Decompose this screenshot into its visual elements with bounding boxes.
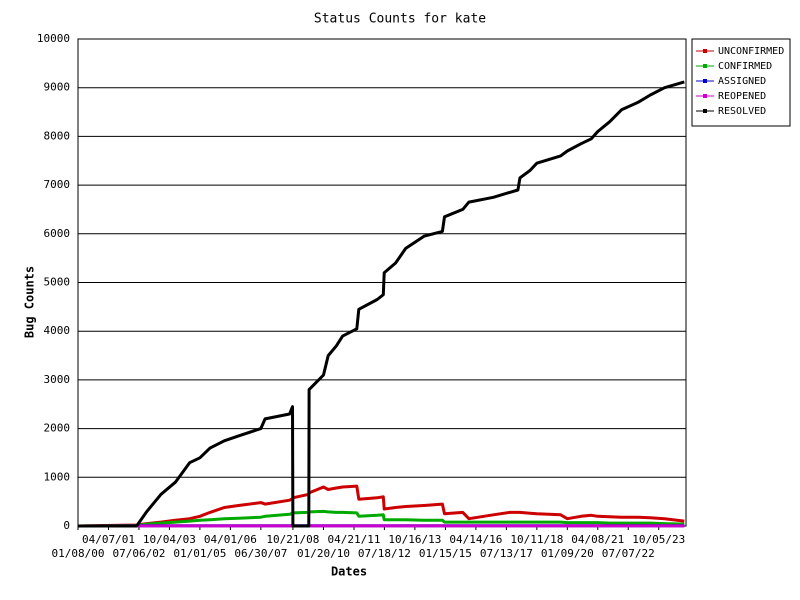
- x-tick-label: 01/20/10: [297, 547, 350, 560]
- y-tick-label: 5000: [44, 276, 71, 289]
- legend-label: RESOLVED: [718, 106, 766, 117]
- legend-marker: [703, 79, 707, 83]
- y-tick-label: 1000: [44, 470, 71, 483]
- x-tick-label: 01/09/20: [541, 547, 594, 560]
- legend-label: REOPENED: [718, 91, 766, 102]
- x-tick-label: 10/05/23: [632, 533, 685, 546]
- x-tick-label: 07/18/12: [358, 547, 411, 560]
- y-tick-label: 3000: [44, 373, 71, 386]
- x-axis-title: Dates: [331, 565, 367, 579]
- y-tick-label: 4000: [44, 324, 71, 337]
- x-tick-label: 06/30/07: [234, 547, 287, 560]
- legend-label: UNCONFIRMED: [718, 46, 784, 57]
- legend-marker: [703, 49, 707, 53]
- x-tick-label: 10/21/08: [266, 533, 319, 546]
- x-tick-label: 10/16/13: [388, 533, 441, 546]
- x-tick-label: 07/13/17: [480, 547, 533, 560]
- legend-label: CONFIRMED: [718, 61, 772, 72]
- x-tick-label: 10/04/03: [143, 533, 196, 546]
- series-line: [77, 509, 685, 528]
- x-tick-label: 04/21/11: [328, 533, 381, 546]
- x-tick-label: 04/14/16: [449, 533, 502, 546]
- legend-label: ASSIGNED: [718, 76, 766, 87]
- x-tick-label: 07/07/22: [602, 547, 655, 560]
- y-tick-label: 10000: [37, 32, 70, 45]
- legend-marker: [703, 109, 707, 113]
- legend-marker: [703, 64, 707, 68]
- legend-box: [691, 38, 791, 127]
- x-tick-label: 04/01/06: [204, 533, 257, 546]
- y-tick-label: 2000: [44, 422, 71, 435]
- y-tick-label: 0: [63, 519, 70, 532]
- x-tick-label: 01/08/00: [52, 547, 105, 560]
- x-tick-label: 04/08/21: [571, 533, 624, 546]
- y-tick-label: 7000: [44, 178, 71, 191]
- y-tick-label: 9000: [44, 81, 71, 94]
- legend-marker: [703, 94, 707, 98]
- series-line: [77, 484, 685, 528]
- x-tick-label: 04/07/01: [82, 533, 135, 546]
- x-tick-label: 01/15/15: [419, 547, 472, 560]
- y-tick-label: 6000: [44, 227, 71, 240]
- y-axis-title: Bug Counts: [23, 266, 37, 338]
- x-tick-label: 01/01/05: [173, 547, 226, 560]
- x-tick-label: 07/06/02: [112, 547, 165, 560]
- y-tick-label: 8000: [44, 129, 71, 142]
- chart-title: Status Counts for kate: [314, 12, 486, 27]
- x-tick-label: 10/11/18: [510, 533, 563, 546]
- series-line: [78, 80, 685, 528]
